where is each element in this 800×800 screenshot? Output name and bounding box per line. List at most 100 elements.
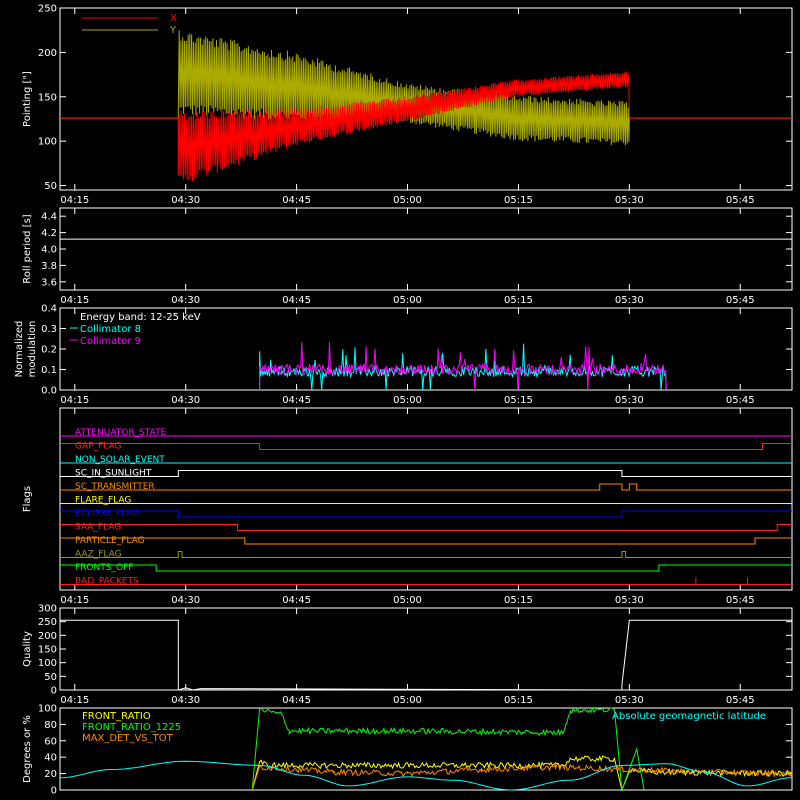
flag-label: BAD_PACKETS (75, 577, 139, 587)
flag-line (60, 524, 792, 531)
x-tick-label: 04:15 (60, 195, 89, 206)
y-tick-label: 0.2 (41, 345, 57, 356)
series-FRONT_RATIO_1225 (251, 706, 645, 791)
series-Collimator 9 (259, 342, 667, 391)
y-tick-label: 3.6 (41, 277, 57, 288)
y-tick-label: 0.3 (41, 324, 57, 335)
y-tick-label: 100 (38, 137, 57, 148)
y-tick-label: 200 (38, 48, 57, 59)
legend-label: X (170, 13, 177, 24)
y-tick-label: 250 (38, 4, 57, 15)
x-tick-label: 05:15 (504, 395, 533, 406)
x-tick-label: 04:45 (282, 295, 311, 306)
y-axis-label: Quality (22, 631, 33, 667)
x-tick-label: 04:45 (282, 695, 311, 706)
y-tick-label: 60 (44, 736, 57, 747)
flag-line (60, 564, 792, 572)
x-tick-label: 05:30 (615, 195, 644, 206)
flag-line (60, 510, 792, 518)
y-axis-label: Degrees or % (22, 715, 33, 783)
panel-quality: 04:15 04:30 04:45 05:00 05:15 05:30 05:45 0 50 10… (22, 604, 793, 706)
legend-label: FRONT_RATIO_1225 (82, 722, 181, 733)
flag-label: SC_TRANSMITTER (75, 482, 155, 492)
x-tick-label: 04:15 (60, 595, 89, 606)
y-tick-label: 50 (44, 672, 57, 683)
x-tick-label: 05:45 (726, 595, 755, 606)
y-tick-label: 250 (38, 617, 57, 628)
flag-label: SAA_FLAG (75, 523, 121, 533)
x-tick-label: 05:00 (393, 195, 422, 206)
y-axis-label: Pointing ["] (22, 71, 33, 127)
annotation: Energy band: 12-25 keV (80, 312, 201, 323)
flag-label: AAZ_FLAG (75, 550, 122, 560)
x-tick-label: 04:45 (282, 395, 311, 406)
panel-frame (59, 7, 793, 191)
x-tick-label: 04:15 (60, 395, 89, 406)
y-tick-label: 80 (44, 720, 57, 731)
flag-label: SC_IN_SUNLIGHT (75, 469, 152, 479)
legend-label: Y (169, 25, 177, 36)
x-tick-label: 05:00 (393, 295, 422, 306)
legend-label: Collimator 9 (80, 336, 141, 347)
flag-label: FRONTS_OFF (75, 563, 133, 573)
series-FRONT_RATIO (251, 754, 793, 792)
y-tick-label: 0.4 (41, 304, 57, 315)
x-tick-label: 05:15 (504, 295, 533, 306)
panel-frame (59, 207, 793, 291)
x-tick-label: 05:30 (615, 395, 644, 406)
x-tick-label: 04:45 (282, 195, 311, 206)
flag-line (60, 443, 792, 450)
legend-label: Absolute geomagnetic latitude (612, 711, 766, 722)
panel-frame (59, 407, 793, 591)
series-MAX_DET_VS_TOT (251, 763, 793, 791)
x-tick-label: 05:15 (504, 695, 533, 706)
x-tick-label: 04:30 (171, 195, 200, 206)
x-tick-label: 05:15 (504, 595, 533, 606)
y-tick-label: 200 (38, 631, 57, 642)
y-tick-label: 0.1 (41, 365, 57, 376)
y-tick-label: 4.0 (41, 245, 57, 256)
x-tick-label: 05:00 (393, 695, 422, 706)
y-tick-label: 0.0 (41, 386, 57, 397)
y-tick-label: 0 (51, 786, 57, 797)
y-tick-label: 40 (44, 753, 57, 764)
series-quality (60, 619, 792, 691)
y-axis-label: Roll period [s] (22, 214, 33, 283)
panel-pointing: 04:15 04:30 04:45 05:00 05:15 05:30 05:45 50 100… (22, 4, 793, 206)
x-tick-label: 04:30 (171, 395, 200, 406)
x-tick-label: 05:00 (393, 595, 422, 606)
y-axis-label: Flags (22, 486, 33, 512)
y-tick-label: 4.4 (41, 212, 57, 223)
x-tick-label: 04:30 (171, 295, 200, 306)
panel-flags: 04:15 04:30 04:45 05:00 05:15 05:30 05:45 Flags… (22, 407, 793, 606)
flag-line (60, 470, 792, 477)
x-tick-label: 05:15 (504, 195, 533, 206)
y-tick-label: 4.2 (41, 228, 57, 239)
panel-roll: 04:15 04:30 04:45 05:00 05:15 05:30 05:45 3.6 3.… (22, 207, 793, 306)
series-X (60, 72, 792, 182)
flag-label: PARTICLE_FLAG (75, 536, 145, 546)
x-tick-label: 05:45 (726, 195, 755, 206)
legend-label: Collimator 8 (80, 324, 141, 335)
y-tick-label: 3.8 (41, 261, 57, 272)
flag-label: NON_SOLAR_EVENT (75, 455, 165, 465)
flag-label: ECLIPSE_FLAG (75, 509, 139, 519)
x-tick-label: 04:30 (171, 695, 200, 706)
flag-line (60, 483, 792, 491)
flag-label: GAP_FLAG (75, 442, 121, 452)
x-tick-label: 05:00 (393, 395, 422, 406)
x-tick-label: 04:45 (282, 595, 311, 606)
flag-line (60, 551, 792, 558)
panel-modulation: 04:15 04:30 04:45 05:00 05:15 05:30 05:45 0.0 0.… (14, 304, 793, 406)
y-axis-label: modulation (27, 321, 38, 378)
y-tick-label: 300 (38, 604, 57, 615)
flag-label: ATTENUATOR_STATE (75, 428, 167, 438)
y-tick-label: 20 (44, 769, 57, 780)
flag-label: FLARE_FLAG (75, 496, 131, 506)
y-tick-label: 0 (51, 686, 57, 697)
series-Absolute geomagnetic latitude (59, 760, 793, 791)
y-tick-label: 150 (38, 92, 57, 103)
y-tick-label: 100 (38, 704, 57, 715)
x-tick-label: 05:45 (726, 395, 755, 406)
